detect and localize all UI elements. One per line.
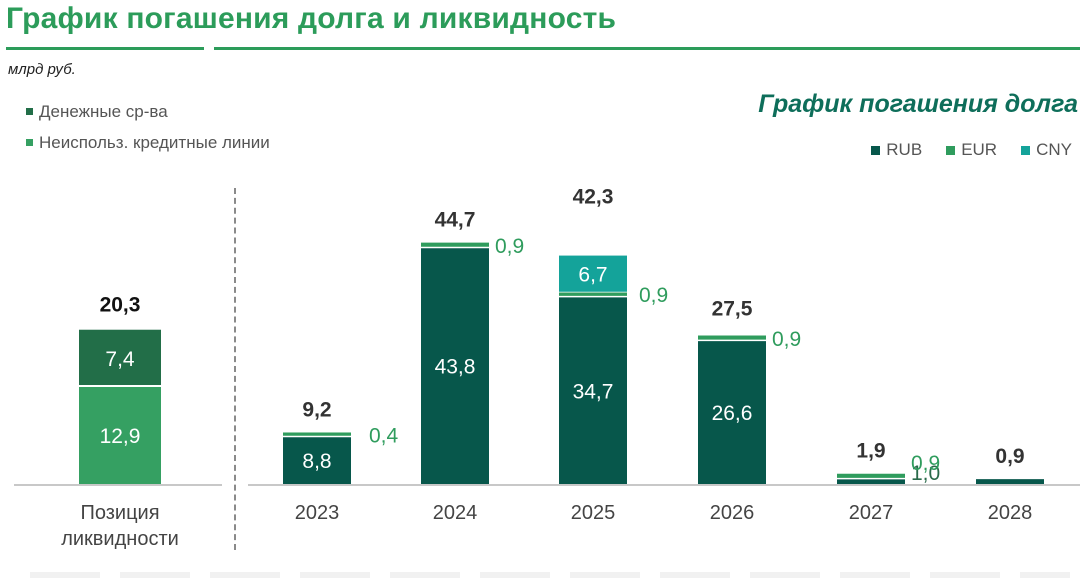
legend-label: EUR — [961, 140, 998, 159]
total-label: 0,9 — [995, 445, 1024, 468]
legend-swatch — [26, 108, 33, 115]
data-label: 34,7 — [573, 380, 614, 403]
legend-item-eur: EUR — [946, 140, 997, 160]
total-label: 44,7 — [435, 209, 476, 232]
unit-label: млрд руб. — [8, 61, 76, 78]
total-label: 20,3 — [100, 294, 141, 317]
legend-label: Неиспольз. кредитные линии — [39, 133, 270, 152]
bar-segment-rub — [837, 478, 905, 484]
category-label: 2025 — [571, 502, 616, 524]
bar-segment-rub — [421, 247, 489, 484]
total-label: 42,3 — [573, 186, 614, 209]
data-label: 8,8 — [302, 450, 331, 473]
category-label: ликвидности — [61, 528, 179, 550]
data-label: 0,4 — [369, 424, 399, 447]
chart-subtitle: График погашения долга — [758, 90, 1078, 118]
legend-item-rub: RUB — [871, 140, 922, 160]
category-label: 2026 — [710, 502, 755, 524]
bar-segment-eur — [837, 473, 905, 479]
bar-segment-eur — [283, 432, 351, 437]
bar-segment-eur — [698, 335, 766, 341]
debt-legend: RUB EUR CNY — [847, 140, 1072, 160]
section-divider — [234, 188, 236, 550]
legend-swatch — [946, 145, 956, 155]
legend-label: CNY — [1036, 140, 1072, 159]
category-label: 2024 — [433, 502, 478, 524]
category-label: 2028 — [988, 502, 1033, 524]
title-underline — [214, 47, 1080, 50]
bar-segment-eur — [559, 291, 627, 297]
total-label: 1,9 — [856, 440, 885, 463]
bar-segment-eur — [421, 242, 489, 248]
data-label: 26,6 — [712, 402, 753, 425]
data-label: 0,9 — [495, 235, 524, 258]
bar-segment-credit-lines — [79, 385, 161, 484]
legend-swatch — [871, 145, 881, 155]
data-label: 6,7 — [578, 264, 607, 287]
bar-segment-rub — [283, 436, 351, 484]
legend-item-cny: CNY — [1021, 140, 1072, 160]
bar-segment-cny — [559, 255, 627, 292]
data-label: 43,8 — [435, 356, 476, 379]
bottom-strip — [30, 572, 1070, 578]
title-underline — [6, 47, 204, 50]
legend-item-cash: Денежные ср-ва — [26, 100, 284, 123]
legend-item-credit-lines: Неиспольз. кредитные линии — [26, 131, 284, 154]
legend-swatch — [1021, 145, 1031, 155]
bar-segment-rub — [559, 296, 627, 484]
data-label: 0,9 — [772, 328, 801, 351]
legend-swatch — [26, 139, 33, 146]
data-label: 0,9 — [911, 452, 940, 475]
legend-label: Денежные ср-ва — [39, 102, 168, 121]
bar-segment-rub — [698, 340, 766, 484]
data-label: 7,4 — [105, 348, 135, 371]
data-label: 1,0 — [911, 462, 940, 485]
total-label: 9,2 — [302, 398, 331, 421]
data-label: 12,9 — [100, 425, 141, 448]
legend-label: RUB — [886, 140, 923, 159]
category-label: 2027 — [849, 502, 894, 524]
category-label: Позиция — [80, 502, 159, 524]
category-label: 2023 — [295, 502, 340, 524]
bar-segment-rub — [976, 479, 1044, 484]
data-label: 0,9 — [639, 284, 668, 307]
page-title: График погашения долга и ликвидность — [6, 2, 617, 35]
total-label: 27,5 — [712, 298, 753, 321]
bar-segment-cash — [79, 329, 161, 386]
liquidity-legend: Денежные ср-ва Неиспольз. кредитные лини… — [26, 100, 284, 162]
